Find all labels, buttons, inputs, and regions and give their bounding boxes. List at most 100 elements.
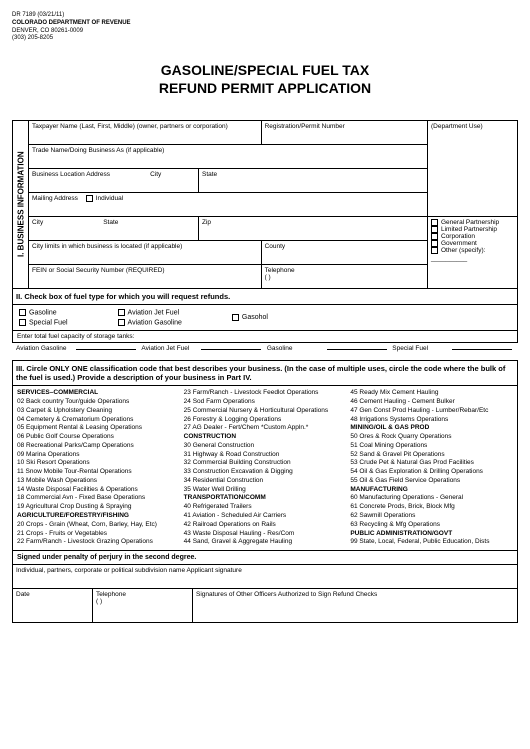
fuel-row: Gasoline Special Fuel Aviation Jet Fuel … (13, 305, 517, 331)
capacity-label: Enter total fuel capacity of storage tan… (17, 333, 513, 340)
code-line: 04 Cemetery & Crematorium Operations (17, 416, 180, 425)
code-line: 08 Recreational Parks/Camp Operations (17, 442, 180, 451)
label-special: Special Fuel (29, 319, 68, 326)
agency-name: COLORADO DEPARTMENT OF REVENUE (12, 20, 518, 28)
code-line: 51 Coal Mining Operations (350, 442, 513, 451)
form-number: DR 7189 (03/21/11) (12, 12, 518, 20)
label-citystate: City (32, 219, 43, 226)
code-line: 50 Ores & Rock Quarry Operations (350, 433, 513, 442)
label-taxpayer: Taxpayer Name (Last, First, Middle) (own… (32, 123, 228, 130)
label-individual: Individual (96, 195, 123, 202)
label-zip: Zip (202, 219, 211, 226)
code-line: 14 Waste Disposal Facilities & Operation… (17, 486, 180, 495)
code-line: 99 State, Local, Federal, Public Educati… (350, 538, 513, 547)
code-line: 53 Crude Pet & Natural Gas Prod Faciliti… (350, 459, 513, 468)
code-line: 48 Irrigations Systems Operations (350, 416, 513, 425)
label-sig-telephone: Telephone (96, 591, 126, 598)
checkbox-corp[interactable] (431, 233, 438, 240)
label-citylimits: City limits in which business is located… (32, 243, 182, 250)
perjury-line: Signed under penalty of perjury in the s… (12, 550, 518, 564)
code-line: 13 Mobile Wash Operations (17, 477, 180, 486)
code-line: 06 Public Golf Course Operations (17, 433, 180, 442)
cap-special: Special Fuel (392, 345, 452, 352)
code-line: 19 Agricultural Crop Dusting & Spraying (17, 503, 180, 512)
code-line: 02 Back country Tour/guide Operations (17, 398, 180, 407)
code-line: 30 General Construction (184, 442, 347, 451)
codes-block: SERVICES–COMMERCIAL02 Back country Tour/… (12, 386, 518, 550)
code-line: PUBLIC ADMINISTRATION/GOVT (350, 530, 513, 539)
label-lim-partner: Limited Partnership (441, 226, 497, 233)
section2-heading: II. Check box of fuel type for which you… (12, 289, 518, 305)
label-fein: FEIN or Social Security Number (REQUIRED… (32, 267, 165, 274)
label-applicant: Individual, partners, corporate or polit… (16, 567, 242, 574)
code-line: CONSTRUCTION (184, 433, 347, 442)
capacity-line: Aviation Gasoline Aviation Jet Fuel Gaso… (12, 343, 518, 361)
label-mailing: Mailing Address (32, 195, 78, 202)
code-line: 31 Highway & Road Construction (184, 451, 347, 460)
code-line: 03 Carpet & Upholstery Cleaning (17, 407, 180, 416)
code-line: 47 Gen Const Prod Hauling - Lumber/Rebar… (350, 407, 513, 416)
checkbox-lim-partner[interactable] (431, 226, 438, 233)
label-other: Other (specify): __________ (431, 248, 485, 262)
label-gasohol: Gasohol (242, 314, 268, 321)
label-state: State (202, 171, 217, 178)
code-line: AGRICULTURE/FORESTRY/FISHING (17, 512, 180, 521)
title-line2: REFUND PERMIT APPLICATION (12, 79, 518, 97)
form-meta: DR 7189 (03/21/11) COLORADO DEPARTMENT O… (12, 12, 518, 43)
codes-col3: 45 Ready Mix Cement Hauling46 Cement Hau… (350, 389, 513, 547)
label-gasoline: Gasoline (29, 309, 57, 316)
label-govt: Government (441, 240, 477, 247)
code-line: 46 Cement Hauling - Cement Bulker (350, 398, 513, 407)
checkbox-gasohol[interactable] (232, 314, 239, 321)
cap-avgas: Aviation Gasoline (16, 345, 76, 352)
label-officers: Signatures of Other Officers Authorized … (196, 591, 377, 598)
code-line: 27 AG Dealer - Fert/Chem *Custom Appln.* (184, 424, 347, 433)
checkbox-gasoline[interactable] (19, 309, 26, 316)
checkbox-avjet[interactable] (118, 309, 125, 316)
code-line: 26 Forestry & Logging Operations (184, 416, 347, 425)
label-tradename: Trade Name/Doing Business As (if applica… (32, 147, 164, 154)
code-line: 11 Snow Mobile Tour-Rental Operations (17, 468, 180, 477)
code-line: 52 Sand & Gravel Pit Operations (350, 451, 513, 460)
code-line: MANUFACTURING (350, 486, 513, 495)
label-telephone: Telephone (265, 267, 295, 274)
code-line: TRANSPORTATION/COMM (184, 494, 347, 503)
cap-gasoline: Gasoline (267, 345, 327, 352)
code-line: 20 Crops - Grain (Wheat, Corn, Barley, H… (17, 521, 180, 530)
label-regpermit: Registration/Permit Number (265, 123, 345, 130)
checkbox-other[interactable] (431, 247, 438, 254)
code-line: 60 Manufacturing Operations - General (350, 494, 513, 503)
code-line: 23 Farm/Ranch - Livestock Feedlot Operat… (184, 389, 347, 398)
agency-address: DENVER, CO 80261-0009 (12, 28, 518, 36)
label-gen-partner: General Partnership (441, 219, 499, 226)
checkbox-gen-partner[interactable] (431, 219, 438, 226)
codes-col1: SERVICES–COMMERCIAL02 Back country Tour/… (17, 389, 180, 547)
code-line: 34 Residential Construction (184, 477, 347, 486)
agency-phone: (303) 205-8205 (12, 35, 518, 43)
code-line: SERVICES–COMMERCIAL (17, 389, 180, 398)
title-line1: GASOLINE/SPECIAL FUEL TAX (12, 61, 518, 79)
codes-col2: 23 Farm/Ranch - Livestock Feedlot Operat… (184, 389, 347, 547)
code-line: 18 Commercial Avn - Fixed Base Operation… (17, 494, 180, 503)
label-state2: State (103, 219, 118, 226)
checkbox-individual[interactable] (86, 195, 93, 202)
page-title: GASOLINE/SPECIAL FUEL TAX REFUND PERMIT … (12, 61, 518, 97)
code-line: 44 Sand, Gravel & Aggregate Hauling (184, 538, 347, 547)
code-line: 42 Railroad Operations on Rails (184, 521, 347, 530)
label-corp: Corporation (441, 233, 475, 240)
phone-paren: ( ) (265, 274, 271, 281)
checkbox-special[interactable] (19, 319, 26, 326)
checkbox-avgas[interactable] (118, 319, 125, 326)
code-line: MINING/OIL & GAS PROD (350, 424, 513, 433)
signature-table: Individual, partners, corporate or polit… (12, 564, 518, 623)
code-line: 54 Oil & Gas Exploration & Drilling Oper… (350, 468, 513, 477)
code-line: 63 Recycling & Mfg Operations (350, 521, 513, 530)
code-line: 62 Sawmill Operations (350, 512, 513, 521)
label-county: County (265, 243, 286, 250)
section1-table: I. BUSINESS INFORMATION Taxpayer Name (L… (12, 120, 518, 289)
code-line: 40 Refrigerated Trailers (184, 503, 347, 512)
code-line: 33 Construction Excavation & Digging (184, 468, 347, 477)
code-line: 25 Commercial Nursery & Horticultural Op… (184, 407, 347, 416)
checkbox-govt[interactable] (431, 240, 438, 247)
code-line: 35 Water Well Drilling (184, 486, 347, 495)
